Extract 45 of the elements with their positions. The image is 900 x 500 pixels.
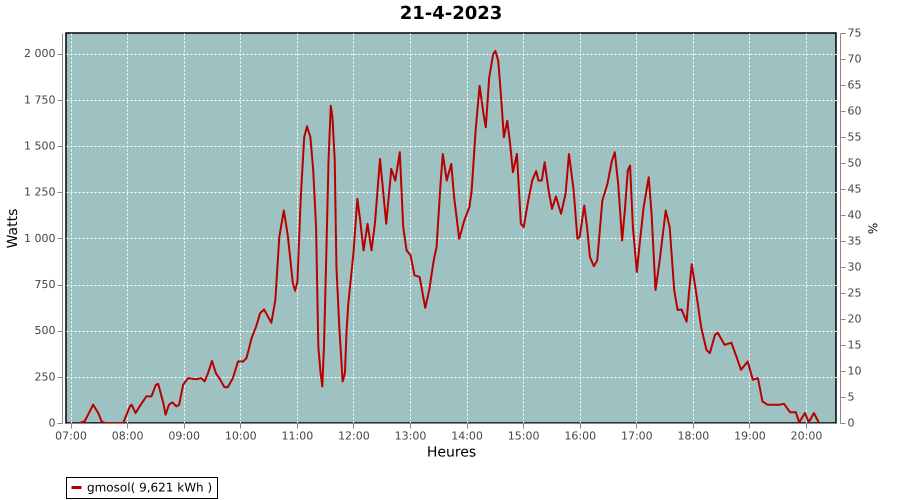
x-tick-label: 08:00	[112, 430, 144, 442]
chart-title: 21-4-2023	[400, 3, 502, 24]
y2-tick-label: 40	[848, 208, 862, 222]
x-tick-label: 09:00	[168, 430, 200, 442]
y-tick-label: 500	[34, 324, 56, 338]
x-tick-label: 15:00	[508, 430, 540, 442]
x-tick-label: 14:00	[451, 430, 483, 442]
y-tick-label: 1 000	[24, 232, 56, 245]
y-tick-label: 250	[34, 370, 56, 384]
x-tick-label: 11:00	[281, 430, 314, 442]
y-tick-label: 1 500	[24, 140, 56, 153]
x-tick-label: 20:00	[790, 430, 822, 442]
y2-tick-label: 50	[848, 156, 862, 170]
y2-tick-label: 60	[848, 104, 862, 118]
y2-tick-label: 70	[848, 52, 862, 66]
x-tick-label: 19:00	[734, 430, 766, 442]
y-tick-label: 750	[34, 278, 56, 292]
legend-label: gmosol( 9,621 kWh )	[87, 480, 212, 494]
y-tick-label: 1 750	[24, 93, 56, 106]
x-tick-label: 07:00	[55, 430, 87, 442]
x-tick-label: 13:00	[394, 430, 426, 442]
x-tick-label: 17:00	[620, 430, 653, 442]
y-tick-label: 1 250	[24, 186, 56, 199]
y2-tick-label: 30	[848, 260, 862, 274]
y2-tick-label: 35	[848, 234, 862, 248]
x-axis-title: Heures	[426, 444, 476, 460]
y2-tick-label: 25	[848, 286, 862, 300]
y2-tick-label: 15	[848, 338, 862, 352]
x-tick-label: 10:00	[224, 430, 257, 442]
y2-tick-label: 75	[848, 26, 862, 40]
y-tick-label: 2 000	[24, 47, 56, 60]
line-series	[78, 50, 820, 423]
y2-tick-label: 55	[848, 130, 862, 144]
y2-tick-label: 10	[848, 364, 862, 378]
y2-tick-label: 65	[848, 78, 862, 92]
y-tick-label: 0	[48, 416, 56, 430]
y2-tick-label: 0	[848, 416, 854, 430]
x-tick-label: 18:00	[678, 430, 710, 442]
y2-axis-title: %	[865, 222, 880, 234]
x-tick-label: 16:00	[564, 430, 596, 442]
y2-tick-label: 5	[848, 390, 854, 404]
y2-tick-label: 45	[848, 182, 862, 196]
y-axis-title: Watts	[5, 208, 22, 248]
y2-tick-label: 20	[848, 312, 862, 326]
x-tick-label: 12:00	[338, 430, 370, 442]
